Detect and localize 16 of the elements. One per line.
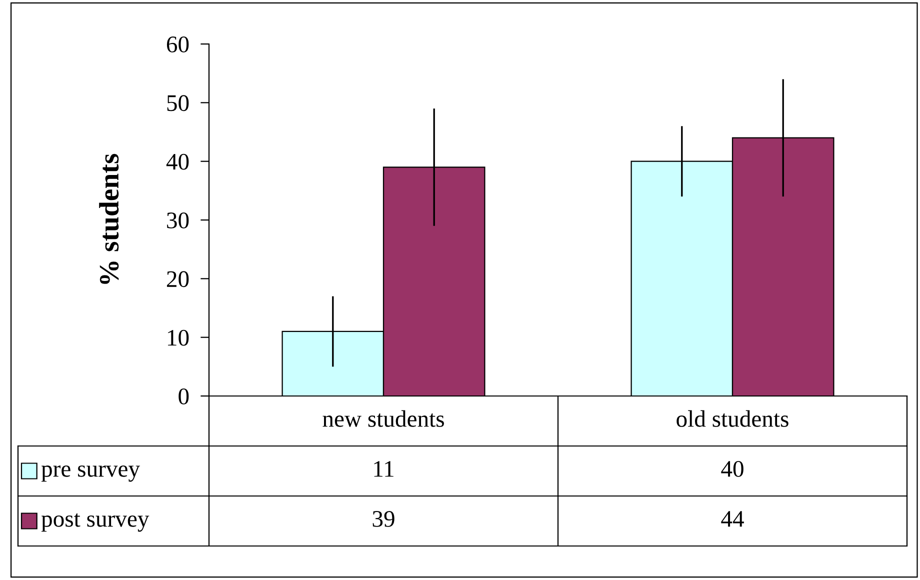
y-tick-label: 0 [178,388,189,404]
y-tick-label: 10 [168,330,189,346]
y-tick-label: 50 [167,95,189,112]
data-label: 40 [721,460,744,477]
data-label: 44 [721,511,744,527]
x-tick-label: old students [676,410,788,427]
x-tick-label: new students [322,410,444,427]
y-axis-title: % students [99,154,119,284]
y-tick-label: 20 [166,271,189,288]
y-tick-label: 60 [166,36,189,52]
y-tick-label: 30 [167,212,189,228]
legend-label: post survey [41,513,150,532]
legend-label: pre survey [41,465,140,482]
y-tick-label: 40 [166,154,189,170]
data-label: 11 [374,461,394,477]
data-label: 39 [372,511,394,527]
